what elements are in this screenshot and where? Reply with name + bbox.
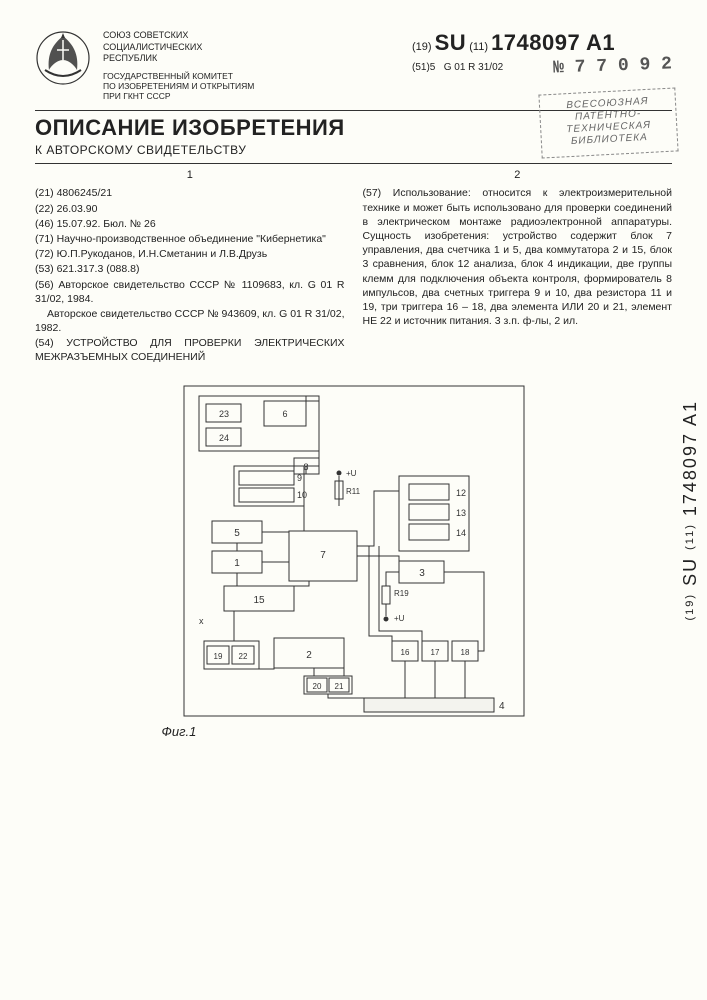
svg-text:13: 13 <box>456 508 466 518</box>
svg-text:10: 10 <box>297 490 307 500</box>
schematic-svg: 23 6 24 9 10 +U R11 5 <box>144 376 564 741</box>
side-code-19: (19) <box>684 593 696 621</box>
field-56a: (56) Авторское свидетельство СССР № 1109… <box>35 278 345 306</box>
state-emblem <box>35 30 91 86</box>
svg-text:19: 19 <box>213 652 222 661</box>
svg-text:4: 4 <box>499 701 505 712</box>
biblio-columns: 1 (21) 4806245/21 (22) 26.03.90 (46) 15.… <box>35 168 672 366</box>
committee-block: ГОСУДАРСТВЕННЫЙ КОМИТЕТ ПО ИЗОБРЕТЕНИЯМ … <box>103 71 412 102</box>
country-code: SU <box>435 30 467 55</box>
committee-3: ПРИ ГКНТ СССР <box>103 91 412 101</box>
field-53: (53) 621.317.3 (088.8) <box>35 262 345 276</box>
code-19: (19) <box>412 41 432 53</box>
issuer-block: СОЮЗ СОВЕТСКИХ СОЦИАЛИСТИЧЕСКИХ РЕСПУБЛИ… <box>103 30 412 102</box>
figure-label: Фиг.1 <box>162 724 197 739</box>
doc-number-line: (19) SU (11) 1748097 A1 <box>412 30 672 56</box>
title-block: № 7 7 0 9 2 ВСЕСОЮЗНАЯ ПАТЕНТНО- ТЕХНИЧЕ… <box>35 115 672 157</box>
org-line-2: СОЦИАЛИСТИЧЕСКИХ <box>103 42 412 54</box>
field-72: (72) Ю.П.Рукоданов, И.Н.Сметанин и Л.В.Д… <box>35 247 345 261</box>
svg-text:5: 5 <box>234 528 240 539</box>
ipc-class: G 01 R 31/02 <box>444 62 503 73</box>
side-doc-number: (19) SU (11) 1748097 A1 <box>680 400 701 620</box>
org-line-1: СОЮЗ СОВЕТСКИХ <box>103 30 412 42</box>
field-46: (46) 15.07.92. Бюл. № 26 <box>35 217 345 231</box>
org-line-3: РЕСПУБЛИК <box>103 53 412 65</box>
figure-1: 23 6 24 9 10 +U R11 5 <box>144 376 564 741</box>
svg-text:+U: +U <box>394 614 405 623</box>
svg-text:3: 3 <box>419 568 425 579</box>
field-57: (57) Использование: относится к электрои… <box>363 186 673 328</box>
svg-text:17: 17 <box>430 648 439 657</box>
svg-text:+U: +U <box>346 469 357 478</box>
svg-text:23: 23 <box>218 409 228 419</box>
svg-text:21: 21 <box>334 682 343 691</box>
field-54: (54) УСТРОЙСТВО ДЛЯ ПРОВЕРКИ ЭЛЕКТРИЧЕСК… <box>35 336 345 364</box>
svg-text:14: 14 <box>456 528 466 538</box>
svg-text:12: 12 <box>456 488 466 498</box>
svg-text:x: x <box>199 616 204 626</box>
svg-text:15: 15 <box>253 595 265 606</box>
divider-2 <box>35 163 672 164</box>
column-right: 2 (57) Использование: относится к электр… <box>363 168 673 366</box>
side-country: SU <box>680 557 700 586</box>
code-51: (51)5 <box>412 62 435 73</box>
svg-text:22: 22 <box>238 652 247 661</box>
svg-text:7: 7 <box>320 550 326 561</box>
library-stamp: ВСЕСОЮЗНАЯ ПАТЕНТНО- ТЕХНИЧЕСКАЯ БИБЛИОТ… <box>538 87 678 158</box>
field-22: (22) 26.03.90 <box>35 202 345 216</box>
svg-text:20: 20 <box>312 682 321 691</box>
committee-1: ГОСУДАРСТВЕННЫЙ КОМИТЕТ <box>103 71 412 81</box>
doc-number: 1748097 A1 <box>491 30 615 55</box>
code-11: (11) <box>469 41 488 53</box>
svg-text:2: 2 <box>306 650 312 661</box>
patent-page: СОЮЗ СОВЕТСКИХ СОЦИАЛИСТИЧЕСКИХ РЕСПУБЛИ… <box>0 0 707 1000</box>
svg-text:24: 24 <box>218 433 228 443</box>
committee-2: ПО ИЗОБРЕТЕНИЯМ И ОТКРЫТИЯМ <box>103 81 412 91</box>
field-56b: Авторское свидетельство СССР № 943609, к… <box>35 307 345 335</box>
field-21: (21) 4806245/21 <box>35 186 345 200</box>
side-docnum: 1748097 A1 <box>680 400 700 516</box>
col-num-1: 1 <box>35 168 345 183</box>
field-71: (71) Научно-производственное объединение… <box>35 232 345 246</box>
col-num-2: 2 <box>363 168 673 183</box>
svg-text:1: 1 <box>234 558 240 569</box>
svg-text:6: 6 <box>282 409 287 419</box>
column-left: 1 (21) 4806245/21 (22) 26.03.90 (46) 15.… <box>35 168 345 366</box>
svg-text:R19: R19 <box>394 589 409 598</box>
side-code-11: (11) <box>684 523 696 550</box>
svg-text:18: 18 <box>460 648 469 657</box>
svg-text:R11: R11 <box>346 487 361 496</box>
svg-text:16: 16 <box>400 648 409 657</box>
